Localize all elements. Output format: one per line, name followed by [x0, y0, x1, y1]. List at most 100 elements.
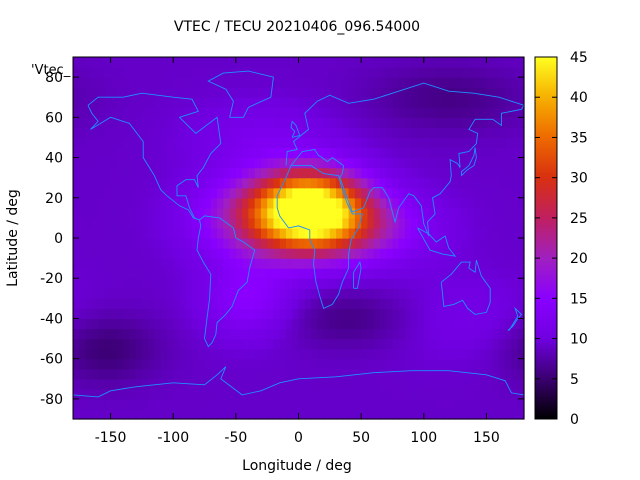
vtec-cell	[430, 258, 437, 269]
vtec-cell	[141, 77, 149, 88]
vtec-cell	[329, 368, 337, 380]
vtec-cell	[317, 248, 325, 259]
vtec-cell	[404, 137, 412, 149]
vtec-cell	[442, 238, 450, 249]
vtec-cell	[492, 107, 500, 118]
vtec-cell	[254, 348, 262, 360]
vtec-cell	[198, 378, 206, 390]
vtec-cell	[116, 238, 124, 249]
vtec-cell	[430, 238, 437, 249]
vtec-cell	[517, 258, 525, 269]
vtec-cell	[123, 298, 130, 309]
vtec-cell	[292, 388, 300, 400]
vtec-cell	[285, 318, 293, 330]
vtec-cell	[285, 328, 293, 340]
vtec-cell	[98, 87, 105, 98]
vtec-cell	[123, 67, 130, 78]
vtec-cell	[292, 268, 300, 279]
vtec-cell	[210, 57, 218, 68]
vtec-cell	[311, 388, 318, 400]
vtec-cell	[342, 117, 350, 128]
vtec-cell	[498, 177, 506, 189]
vtec-cell	[411, 117, 419, 128]
vtec-cell	[486, 308, 494, 320]
vtec-cell	[323, 288, 331, 299]
vtec-cell	[298, 67, 306, 78]
vtec-cell	[267, 217, 275, 229]
vtec-cell	[442, 378, 450, 390]
vtec-cell	[141, 117, 149, 128]
vtec-cell	[129, 318, 137, 330]
vtec-cell	[154, 207, 162, 219]
vtec-cell	[342, 77, 350, 88]
vtec-cell	[342, 87, 350, 98]
vtec-cell	[248, 378, 256, 390]
vtec-cell	[267, 77, 275, 88]
vtec-cell	[229, 288, 237, 299]
vtec-cell	[398, 248, 406, 259]
vtec-cell	[160, 278, 168, 289]
vtec-cell	[198, 67, 206, 78]
vtec-cell	[292, 157, 300, 169]
vtec-cell	[448, 127, 456, 139]
vtec-cell	[279, 378, 287, 390]
vtec-cell	[361, 97, 368, 108]
vtec-cell	[210, 217, 218, 229]
vtec-cell	[166, 398, 174, 410]
vtec-cell	[386, 288, 394, 299]
vtec-cell	[273, 67, 281, 78]
vtec-cell	[148, 57, 156, 68]
vtec-cell	[179, 268, 187, 279]
vtec-cell	[192, 308, 199, 320]
vtec-cell	[285, 197, 293, 209]
vtec-cell	[85, 227, 93, 239]
vtec-cell	[311, 87, 318, 98]
vtec-cell	[179, 197, 187, 209]
vtec-cell	[192, 408, 199, 420]
vtec-cell	[85, 67, 93, 78]
vtec-cell	[517, 187, 525, 199]
vtec-cell	[91, 368, 99, 380]
vtec-cell	[367, 157, 375, 169]
colorbar-tick-label: 40	[570, 90, 588, 106]
vtec-cell	[235, 328, 243, 340]
vtec-cell	[511, 167, 519, 179]
vtec-cell	[135, 217, 143, 229]
vtec-cell	[417, 248, 425, 259]
vtec-cell	[442, 388, 450, 400]
vtec-cell	[442, 268, 450, 279]
vtec-cell	[98, 147, 105, 159]
vtec-cell	[179, 248, 187, 259]
vtec-cell	[210, 238, 218, 249]
vtec-cell	[104, 147, 112, 159]
vtec-cell	[423, 137, 431, 149]
vtec-cell	[110, 97, 118, 108]
vtec-cell	[430, 77, 437, 88]
vtec-cell	[279, 248, 287, 259]
vtec-cell	[85, 117, 93, 128]
vtec-cell	[386, 107, 394, 118]
vtec-cell	[148, 248, 156, 259]
vtec-cell	[148, 408, 156, 420]
vtec-cell	[304, 238, 312, 249]
vtec-cell	[511, 388, 519, 400]
vtec-cell	[448, 117, 456, 128]
vtec-cell	[260, 278, 268, 289]
vtec-cell	[492, 398, 500, 410]
vtec-cell	[329, 97, 337, 108]
vtec-cell	[329, 258, 337, 269]
vtec-cell	[348, 217, 356, 229]
vtec-cell	[461, 57, 469, 68]
vtec-cell	[173, 368, 181, 380]
vtec-cell	[498, 278, 506, 289]
vtec-cell	[104, 157, 112, 169]
vtec-cell	[436, 388, 444, 400]
vtec-cell	[179, 147, 187, 159]
vtec-cell	[417, 238, 425, 249]
vtec-cell	[223, 408, 231, 420]
vtec-cell	[98, 258, 105, 269]
vtec-cell	[141, 57, 149, 68]
vtec-cell	[436, 197, 444, 209]
vtec-cell	[411, 368, 419, 380]
